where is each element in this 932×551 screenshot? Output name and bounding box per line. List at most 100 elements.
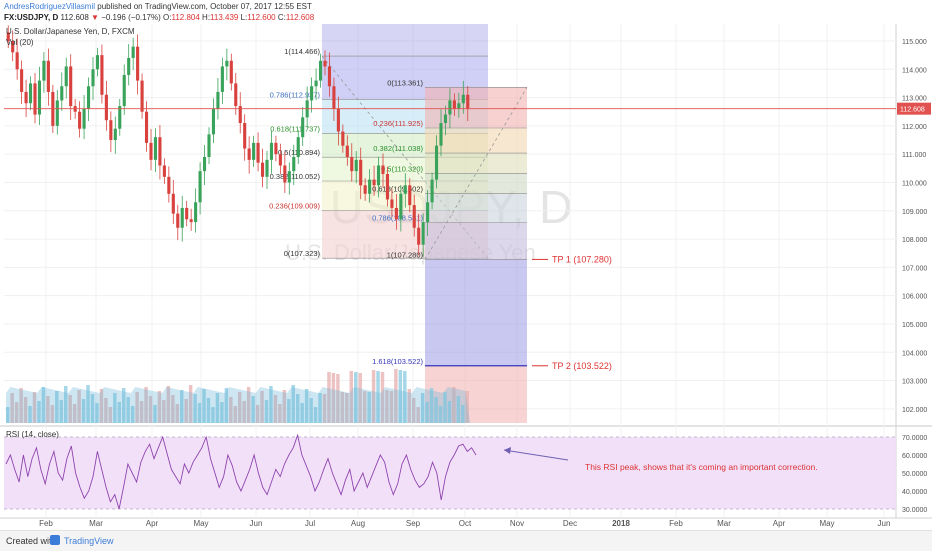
rsi-band [4, 437, 896, 509]
last-price-tag [897, 102, 931, 115]
candle-body [15, 52, 19, 70]
x-tick-label: Jul [305, 519, 315, 528]
target-label: TP 1 (107.280) [552, 254, 612, 264]
candle-body [394, 207, 398, 220]
candle-body [216, 91, 220, 109]
volume-bar [10, 393, 14, 423]
candle-body [46, 60, 50, 92]
fib-retracement-label: 0(107.323) [284, 249, 321, 258]
candle-body [189, 219, 193, 223]
chart-canvas[interactable]: Feb Mar Apr May Jun Jul Aug Sep Oct Nov Dec 2018 Feb… [0, 0, 932, 530]
open-value: 112.804 [171, 13, 200, 22]
x-tick-label: Apr [773, 519, 786, 528]
fib-extension-band [425, 222, 527, 260]
volume-bar [465, 391, 469, 423]
x-tick-label: May [819, 519, 834, 528]
candle-body [452, 100, 456, 109]
fib-extension-label: 0.236(111.925) [373, 119, 423, 128]
candle-body [350, 157, 354, 172]
volume-bar [407, 389, 411, 423]
volume-bar [376, 371, 380, 423]
candle-body [37, 80, 42, 115]
volume-bar [358, 373, 362, 423]
close-value: 112.608 [285, 13, 315, 22]
candle-body [104, 94, 108, 121]
candle-body [252, 142, 256, 160]
candle-body [376, 165, 381, 186]
volume-bar [296, 394, 300, 423]
x-tick-label: May [193, 519, 208, 528]
candle-body [274, 142, 278, 155]
candle-body [314, 80, 318, 87]
volume-bar [354, 372, 358, 423]
volume-bar [108, 407, 113, 423]
volume-bar [180, 390, 184, 423]
ohlc-values: O:112.804 H:113.439 L:112.600 C:112.608 [163, 13, 315, 22]
volume-bar [206, 398, 211, 423]
last-price: 112.608 [60, 13, 89, 22]
candle-body [345, 145, 349, 157]
volume-bar [273, 395, 278, 423]
volume-bar [6, 407, 10, 423]
candle-body [278, 154, 282, 166]
candle-body [283, 165, 287, 183]
y-tick-label: 110.000 [902, 180, 927, 187]
candle-body [153, 137, 158, 160]
candle-body [171, 193, 175, 214]
volume-bar [367, 392, 371, 423]
volume-bar [135, 392, 139, 423]
y-tick-label: 115.000 [902, 39, 927, 46]
ohlc-line: FX:USDJPY, D 112.608 ▼ −0.196 (−0.17%) O… [4, 12, 314, 23]
y-tick-label: 106.000 [902, 294, 927, 301]
candle-body [176, 213, 180, 228]
y-tick-label: 102.000 [902, 407, 927, 414]
candle-body [323, 60, 327, 67]
candle-body [434, 145, 439, 180]
volume-bar [327, 372, 331, 423]
volume-bar [461, 405, 465, 423]
candle-body [24, 91, 28, 104]
candle-body [412, 205, 416, 228]
y-tick-label: 108.000 [902, 237, 927, 244]
low-value: 112.600 [247, 13, 276, 22]
x-tick-label: 2018 [612, 519, 630, 528]
candle-body [33, 83, 37, 115]
y-tick-label: 105.000 [902, 322, 927, 329]
fib-extension-label: 0.382(111.038) [373, 144, 423, 153]
volume-bar [55, 391, 59, 423]
fib-retracement-label: 0.786(112.937) [270, 90, 321, 99]
author-link[interactable]: AndresRodriguezVillasmil [4, 2, 96, 11]
x-tick-label: Mar [717, 519, 731, 528]
volume-bar [403, 371, 407, 423]
candle-body [225, 60, 229, 67]
volume-bar [46, 396, 50, 423]
candle-body [162, 165, 166, 177]
volume-bar [304, 389, 309, 423]
volume-bar [371, 370, 376, 423]
volume-bar [322, 394, 327, 423]
volume-bar [251, 396, 255, 423]
volume-bar [220, 402, 224, 423]
volume-bar [95, 403, 99, 423]
symbol-label[interactable]: FX:USDJPY, D [4, 13, 59, 22]
volume-bar [362, 391, 367, 423]
candle-body [403, 185, 407, 194]
y-tick-label: 111.000 [902, 152, 926, 159]
candle-body [149, 142, 153, 160]
candle-body [6, 32, 10, 41]
annotation-arrow [503, 449, 569, 461]
candle-body [466, 94, 470, 109]
candle-body [421, 222, 425, 245]
volume-bar [438, 406, 443, 423]
volume-bar [211, 407, 215, 423]
volume-bar [336, 374, 340, 423]
volume-bar [420, 393, 425, 423]
rsi-tick-label: 50.0000 [902, 471, 927, 478]
volume-bar [153, 405, 157, 423]
tradingview-link[interactable]: TradingView [64, 536, 114, 546]
volume-bar [349, 371, 353, 423]
x-tick-label: Nov [510, 519, 524, 528]
candle-body [368, 179, 372, 194]
candle-body [417, 227, 421, 245]
volume-bar [318, 393, 322, 423]
